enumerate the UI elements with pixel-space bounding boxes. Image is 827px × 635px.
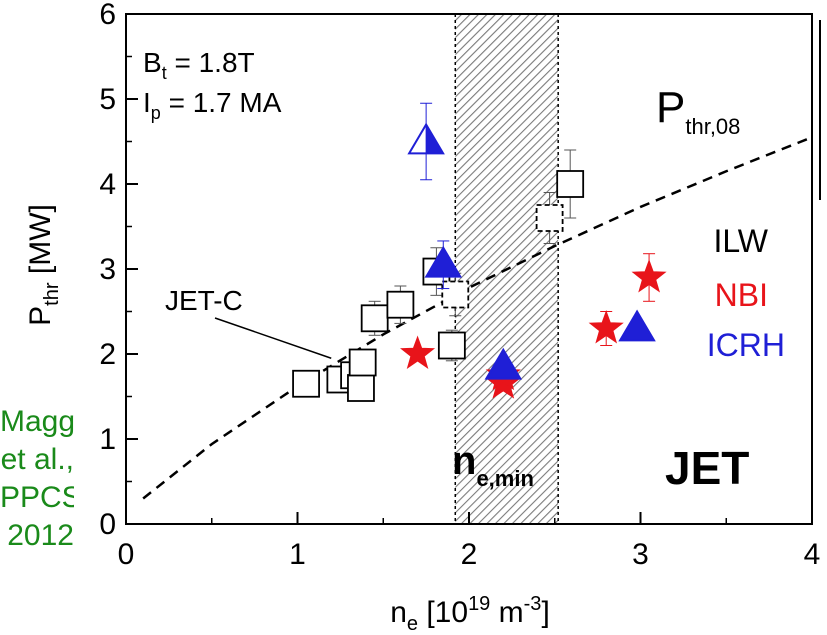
- point-triangle-half-3-1: [424, 245, 463, 278]
- point-square-0-6: [386, 290, 415, 319]
- point-square-0-4: [348, 348, 377, 377]
- point-triangle-half-3-2-outline: [484, 347, 523, 380]
- point-triangle-half-3-3: [618, 309, 656, 342]
- x-tick-label-1: 1: [289, 538, 306, 571]
- point-square-dashed-1-0: [441, 280, 470, 309]
- point-square-0-3: [347, 374, 375, 402]
- x-axis-label-close: ]: [541, 596, 549, 629]
- pthr08-label: Pthr,08: [656, 83, 740, 139]
- point-square-dashed-1-1: [535, 204, 564, 232]
- point-triangle-half-3-3-outline: [618, 309, 656, 342]
- bt-base: B: [143, 47, 162, 78]
- legend-title: ILW: [713, 223, 768, 259]
- ip-base: I: [143, 87, 151, 118]
- x-axis-label-exp2: -3: [524, 593, 542, 615]
- ip-sub: p: [151, 103, 161, 123]
- point-star-2-4: [631, 259, 667, 293]
- x-tick-label-3: 3: [632, 538, 649, 571]
- point-square-0-5: [360, 304, 389, 333]
- point-triangle-half-3-2: [484, 347, 523, 380]
- y-tick-label-3: 3: [99, 253, 116, 286]
- point-triangle-half-3-0: [407, 122, 445, 155]
- y-tick-label-5: 5: [99, 83, 116, 116]
- y-axis-label-sub: thr: [41, 282, 63, 306]
- x-tick-label-2: 2: [461, 538, 478, 571]
- point-triangle-half-3-0-outline: [407, 122, 445, 155]
- x-axis-label: ne [1019 m-3]: [390, 593, 550, 635]
- x-axis-label-exp1: 19: [468, 593, 490, 615]
- bt-sub: t: [162, 63, 167, 83]
- citation-line-4: 2012: [7, 519, 74, 552]
- legend-entry-nbi: NBI: [715, 277, 768, 313]
- pthr08-scaling-curve: [142, 136, 812, 500]
- point-square-0-0: [292, 369, 320, 398]
- point-square-0-8: [437, 331, 466, 360]
- pthr08-sub: thr,08: [685, 114, 740, 139]
- x-axis-label-sub: e: [407, 613, 418, 635]
- y-axis-label-base: P: [24, 306, 57, 326]
- nemin-sub: e,min: [476, 466, 533, 491]
- x-tick-label-4: 4: [804, 538, 821, 571]
- pthr08-base: P: [656, 83, 685, 132]
- y-axis-label-unit: [MW]: [24, 204, 57, 282]
- x-tick-label-0: 0: [118, 538, 135, 571]
- point-triangle-half-3-1-outline: [424, 245, 463, 278]
- nemin-base: n: [452, 439, 476, 483]
- y-tick-label-0: 0: [99, 508, 116, 541]
- jetc-label: JET-C: [165, 285, 243, 316]
- x-axis-label-unit: [10: [418, 596, 468, 629]
- bt-annotation: Bt = 1.8T: [143, 47, 255, 83]
- citation-line-1: Maggi: [0, 405, 74, 438]
- ip-annotation: Ip = 1.7 MA: [143, 87, 282, 123]
- y-axis-label: Pthr [MW]: [24, 204, 63, 326]
- x-axis-label-base: n: [390, 596, 407, 629]
- jet-label: JET: [665, 442, 749, 494]
- citation-line-2: et al.,: [0, 443, 74, 476]
- y-tick-label-2: 2: [99, 338, 116, 371]
- y-tick-label-1: 1: [99, 423, 116, 456]
- y-tick-label-6: 6: [99, 0, 116, 31]
- nemin-label: ne,min: [452, 439, 534, 491]
- citation: Maggi et al., PPCS 2012: [0, 403, 74, 555]
- ip-value: = 1.7 MA: [161, 87, 282, 118]
- y-tick-label-4: 4: [99, 168, 116, 201]
- point-square-0-9: [556, 170, 585, 198]
- legend-entry-icrh: ICRH: [707, 327, 785, 363]
- point-star-2-0: [400, 335, 436, 369]
- citation-line-3: PPCS: [0, 481, 74, 514]
- bt-value: = 1.8T: [167, 47, 255, 78]
- point-star-2-3: [588, 310, 624, 344]
- x-axis-label-unit2: m: [490, 596, 523, 629]
- jetc-pointer-line: [214, 317, 332, 359]
